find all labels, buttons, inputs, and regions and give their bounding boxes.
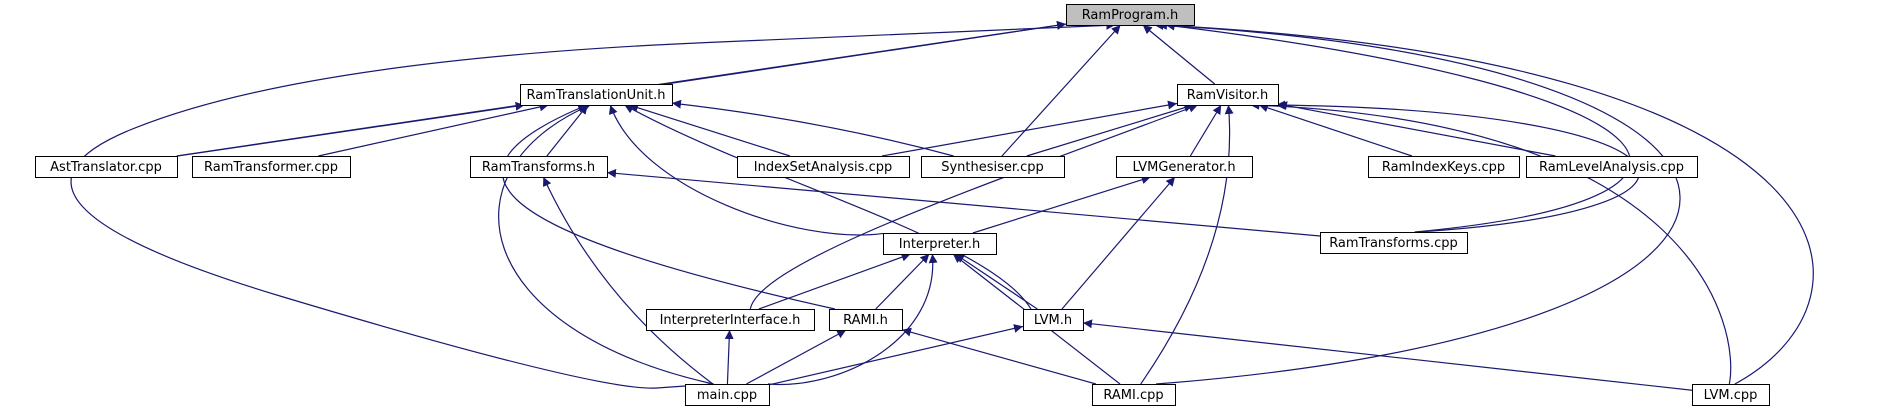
node-label: AstTranslator.cpp [50, 160, 162, 175]
edge-main_cpp-includes-ramtranslationunit_h [498, 104, 714, 385]
edge-interpreter_h-includes-lvmgenerator_h [972, 175, 1151, 234]
node-box [470, 156, 608, 178]
edge-indexsetanalysis_cpp-includes-ramvisitor_h [881, 100, 1178, 157]
node-box [1066, 4, 1195, 26]
edge-ramtransforms_cpp-includes-ramprogram_h [1165, 21, 1631, 233]
node-label: IndexSetAnalysis.cpp [754, 160, 892, 175]
node-box [520, 84, 673, 106]
edge-interpreterinterface_h-includes-interpreter_h [758, 252, 911, 310]
node-ramvisitor-h[interactable]: RamVisitor.h [1177, 84, 1279, 106]
edge-ramindexkeys_cpp-includes-ramvisitor_h [1258, 103, 1413, 157]
node-box [1177, 84, 1279, 106]
edge-rami_cpp-includes-ramprogram_h [1154, 20, 1681, 385]
node-ramtranslationunit-h[interactable]: RamTranslationUnit.h [520, 84, 673, 106]
edge-main_cpp-includes-ramtransforms_h [542, 176, 714, 385]
node-interpreter-h[interactable]: Interpreter.h [883, 233, 997, 255]
node-box [685, 384, 770, 406]
node-label: LVMGenerator.h [1132, 160, 1235, 175]
node-label: RamTransforms.cpp [1329, 236, 1458, 251]
edge-synthesiser_cpp-includes-ramprogram_h [1001, 24, 1121, 157]
node-label: RamLevelAnalysis.cpp [1539, 160, 1684, 175]
edge-ramtransforms_h-includes-ramtranslationunit_h [546, 104, 589, 157]
node-lvmgenerator-h[interactable]: LVMGenerator.h [1116, 156, 1253, 178]
edge-lvm_h-includes-ramtranslationunit_h [624, 104, 1032, 310]
node-label: RamVisitor.h [1187, 88, 1269, 103]
node-label: RamTransformer.cpp [204, 160, 338, 175]
node-box [1023, 309, 1084, 331]
edge-interpreterinterface_h-includes-ramvisitor_h [749, 103, 1199, 310]
node-rami-cpp[interactable]: RAMI.cpp [1092, 384, 1176, 406]
edge-main_cpp-includes-lvm_h [768, 324, 1024, 386]
edge-main_cpp-includes-ramprogram_h [70, 20, 1116, 389]
node-ramtransforms-h[interactable]: RamTransforms.h [470, 156, 608, 178]
edge-lvm_h-includes-lvmgenerator_h [1061, 176, 1176, 310]
node-box [35, 156, 178, 178]
node-label: Synthesiser.cpp [941, 160, 1044, 175]
node-lvm-h[interactable]: LVM.h [1023, 309, 1084, 331]
edge-asttranslator_cpp-includes-ramtranslationunit_h [176, 101, 525, 157]
node-box [192, 156, 351, 178]
node-asttranslator-cpp[interactable]: AstTranslator.cpp [35, 156, 178, 178]
edge-synthesiser_cpp-includes-ramtranslationunit_h [671, 99, 954, 157]
edge-ramlevelanalysis_cpp-includes-ramvisitor_h [1277, 101, 1556, 157]
edge-main_cpp-includes-interpreterinterface_h [724, 329, 734, 385]
node-label: RamTranslationUnit.h [526, 88, 665, 103]
node-main-cpp[interactable]: main.cpp [685, 384, 770, 406]
node-rami-h[interactable]: RAMI.h [829, 309, 903, 331]
edge-ramtransformer_cpp-includes-ramtranslationunit_h [318, 102, 549, 157]
node-ramlevelanalysis-cpp[interactable]: RamLevelAnalysis.cpp [1526, 156, 1698, 178]
node-box [1526, 156, 1698, 178]
node-box [1692, 384, 1770, 406]
node-ramtransformer-cpp[interactable]: RamTransformer.cpp [192, 156, 351, 178]
node-box [921, 156, 1065, 178]
edge-ramtransforms_cpp-includes-ramtransforms_h [606, 168, 1321, 237]
edge-main_cpp-includes-interpreter_h [767, 253, 938, 386]
node-box [1092, 384, 1176, 406]
node-label: LVM.h [1034, 313, 1072, 328]
node-box [646, 309, 815, 331]
node-ramprogram-h[interactable]: RamProgram.h [1066, 4, 1195, 26]
edge-indexsetanalysis_cpp-includes-ramtranslationunit_h [628, 103, 791, 157]
edge-lvm_h-includes-interpreter_h [954, 253, 1038, 310]
node-label: RAMI.h [843, 313, 888, 328]
node-ramindexkeys-cpp[interactable]: RamIndexKeys.cpp [1368, 156, 1520, 178]
edge-rami_cpp-includes-rami_h [901, 327, 1097, 385]
nodes-layer: RamProgram.h RamTranslationUnit.h RamVisit… [35, 4, 1770, 406]
edge-ramvisitor_h-includes-ramprogram_h [1142, 24, 1216, 85]
edge-lvm_cpp-includes-lvm_h [1082, 319, 1693, 391]
edge-main_cpp-includes-rami_h [746, 329, 847, 385]
node-box [1320, 232, 1468, 254]
node-interpreterinterface-h[interactable]: InterpreterInterface.h [646, 309, 815, 331]
node-label: RAMI.cpp [1103, 388, 1163, 403]
node-synthesiser-cpp[interactable]: Synthesiser.cpp [921, 156, 1065, 178]
edge-synthesiser_cpp-includes-ramvisitor_h [1026, 103, 1194, 157]
node-label: main.cpp [697, 388, 757, 403]
node-label: LVM.cpp [1704, 388, 1758, 403]
edges-layer [70, 20, 1814, 391]
node-label: Interpreter.h [899, 237, 980, 252]
node-box [1368, 156, 1520, 178]
edge-lvm_cpp-includes-ramvisitor_h [1250, 100, 1732, 385]
node-box [737, 156, 910, 178]
edge-lvmgenerator_h-includes-ramvisitor_h [1189, 104, 1222, 157]
node-lvm-cpp[interactable]: LVM.cpp [1692, 384, 1770, 406]
node-label: RamTransforms.h [482, 160, 595, 175]
node-box [829, 309, 903, 331]
node-ramtransforms-cpp[interactable]: RamTransforms.cpp [1320, 232, 1468, 254]
edge-rami_h-includes-ramtranslationunit_h [501, 104, 836, 310]
edge-rami_h-includes-interpreter_h [875, 253, 930, 310]
node-label: RamProgram.h [1082, 8, 1179, 23]
edge-lvm_cpp-includes-ramprogram_h [1157, 20, 1814, 385]
node-label: InterpreterInterface.h [660, 313, 801, 328]
edge-interpreter_h-includes-ramtranslationunit_h [608, 104, 884, 236]
node-box [1116, 156, 1253, 178]
edge-rami_cpp-includes-ramvisitor_h [1140, 104, 1234, 385]
node-box [883, 233, 997, 255]
node-label: RamIndexKeys.cpp [1382, 160, 1505, 175]
node-indexsetanalysis-cpp[interactable]: IndexSetAnalysis.cpp [737, 156, 910, 178]
